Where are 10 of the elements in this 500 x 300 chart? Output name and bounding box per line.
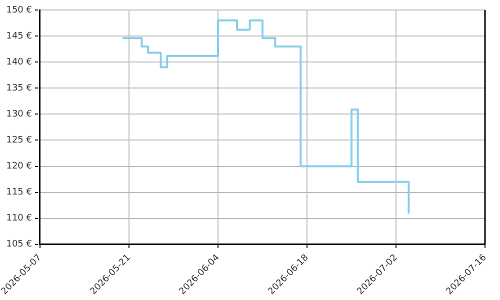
y-tick-label: 105 €: [6, 240, 32, 250]
y-tick-label: 125 €: [6, 136, 32, 146]
y-tick-label: 145 €: [6, 31, 32, 42]
y-tick-label: 135 €: [6, 83, 32, 94]
y-tick-label: 120 €: [6, 162, 32, 172]
y-tick-label: 115 €: [6, 188, 32, 198]
y-tick-label: 130 €: [6, 110, 32, 120]
y-tick-label: 140 €: [6, 57, 32, 68]
y-tick-label: 150 €: [6, 5, 32, 16]
y-tick-label: 110 €: [6, 214, 32, 224]
